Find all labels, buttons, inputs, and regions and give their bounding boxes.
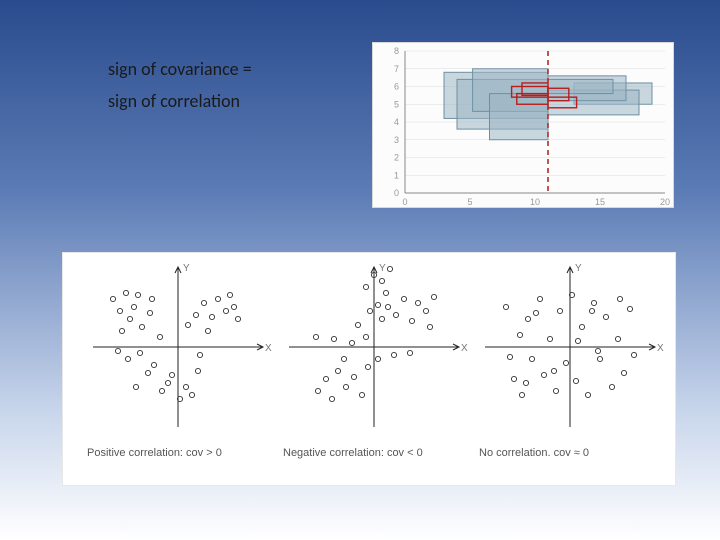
- svg-text:7: 7: [394, 64, 399, 74]
- svg-text:X: X: [657, 343, 664, 354]
- svg-text:3: 3: [394, 135, 399, 145]
- text-line-1: sign of covariance =: [108, 58, 252, 80]
- svg-text:5: 5: [394, 99, 399, 109]
- scatter-caption: Positive correlation: cov > 0: [87, 447, 222, 459]
- covariance-chart-svg: 0 1 2 3 4 5 6 7 8 0 5 10 15 20: [373, 43, 673, 207]
- text-line-2: sign of correlation: [108, 90, 240, 112]
- svg-text:10: 10: [530, 197, 540, 207]
- svg-text:2: 2: [394, 153, 399, 163]
- svg-text:15: 15: [595, 197, 605, 207]
- svg-text:20: 20: [660, 197, 670, 207]
- svg-text:8: 8: [394, 46, 399, 56]
- svg-text:Y: Y: [575, 263, 582, 274]
- covariance-rectangle-chart: 0 1 2 3 4 5 6 7 8 0 5 10 15 20: [372, 42, 674, 208]
- svg-text:X: X: [461, 343, 468, 354]
- svg-text:0: 0: [402, 197, 407, 207]
- svg-text:6: 6: [394, 82, 399, 92]
- svg-text:5: 5: [467, 197, 472, 207]
- scatter-caption: Negative correlation: cov < 0: [283, 447, 423, 459]
- scatter-caption: No correlation. cov ≈ 0: [479, 447, 589, 459]
- svg-text:1: 1: [394, 170, 399, 180]
- correlation-scatter-panel: X Y X Y X Y Positive correlation: cov > 0 Nega…: [62, 252, 676, 486]
- svg-text:0: 0: [394, 188, 399, 198]
- svg-text:4: 4: [394, 117, 399, 127]
- svg-text:Y: Y: [183, 263, 190, 274]
- svg-text:X: X: [265, 343, 272, 354]
- svg-text:Y: Y: [379, 263, 386, 274]
